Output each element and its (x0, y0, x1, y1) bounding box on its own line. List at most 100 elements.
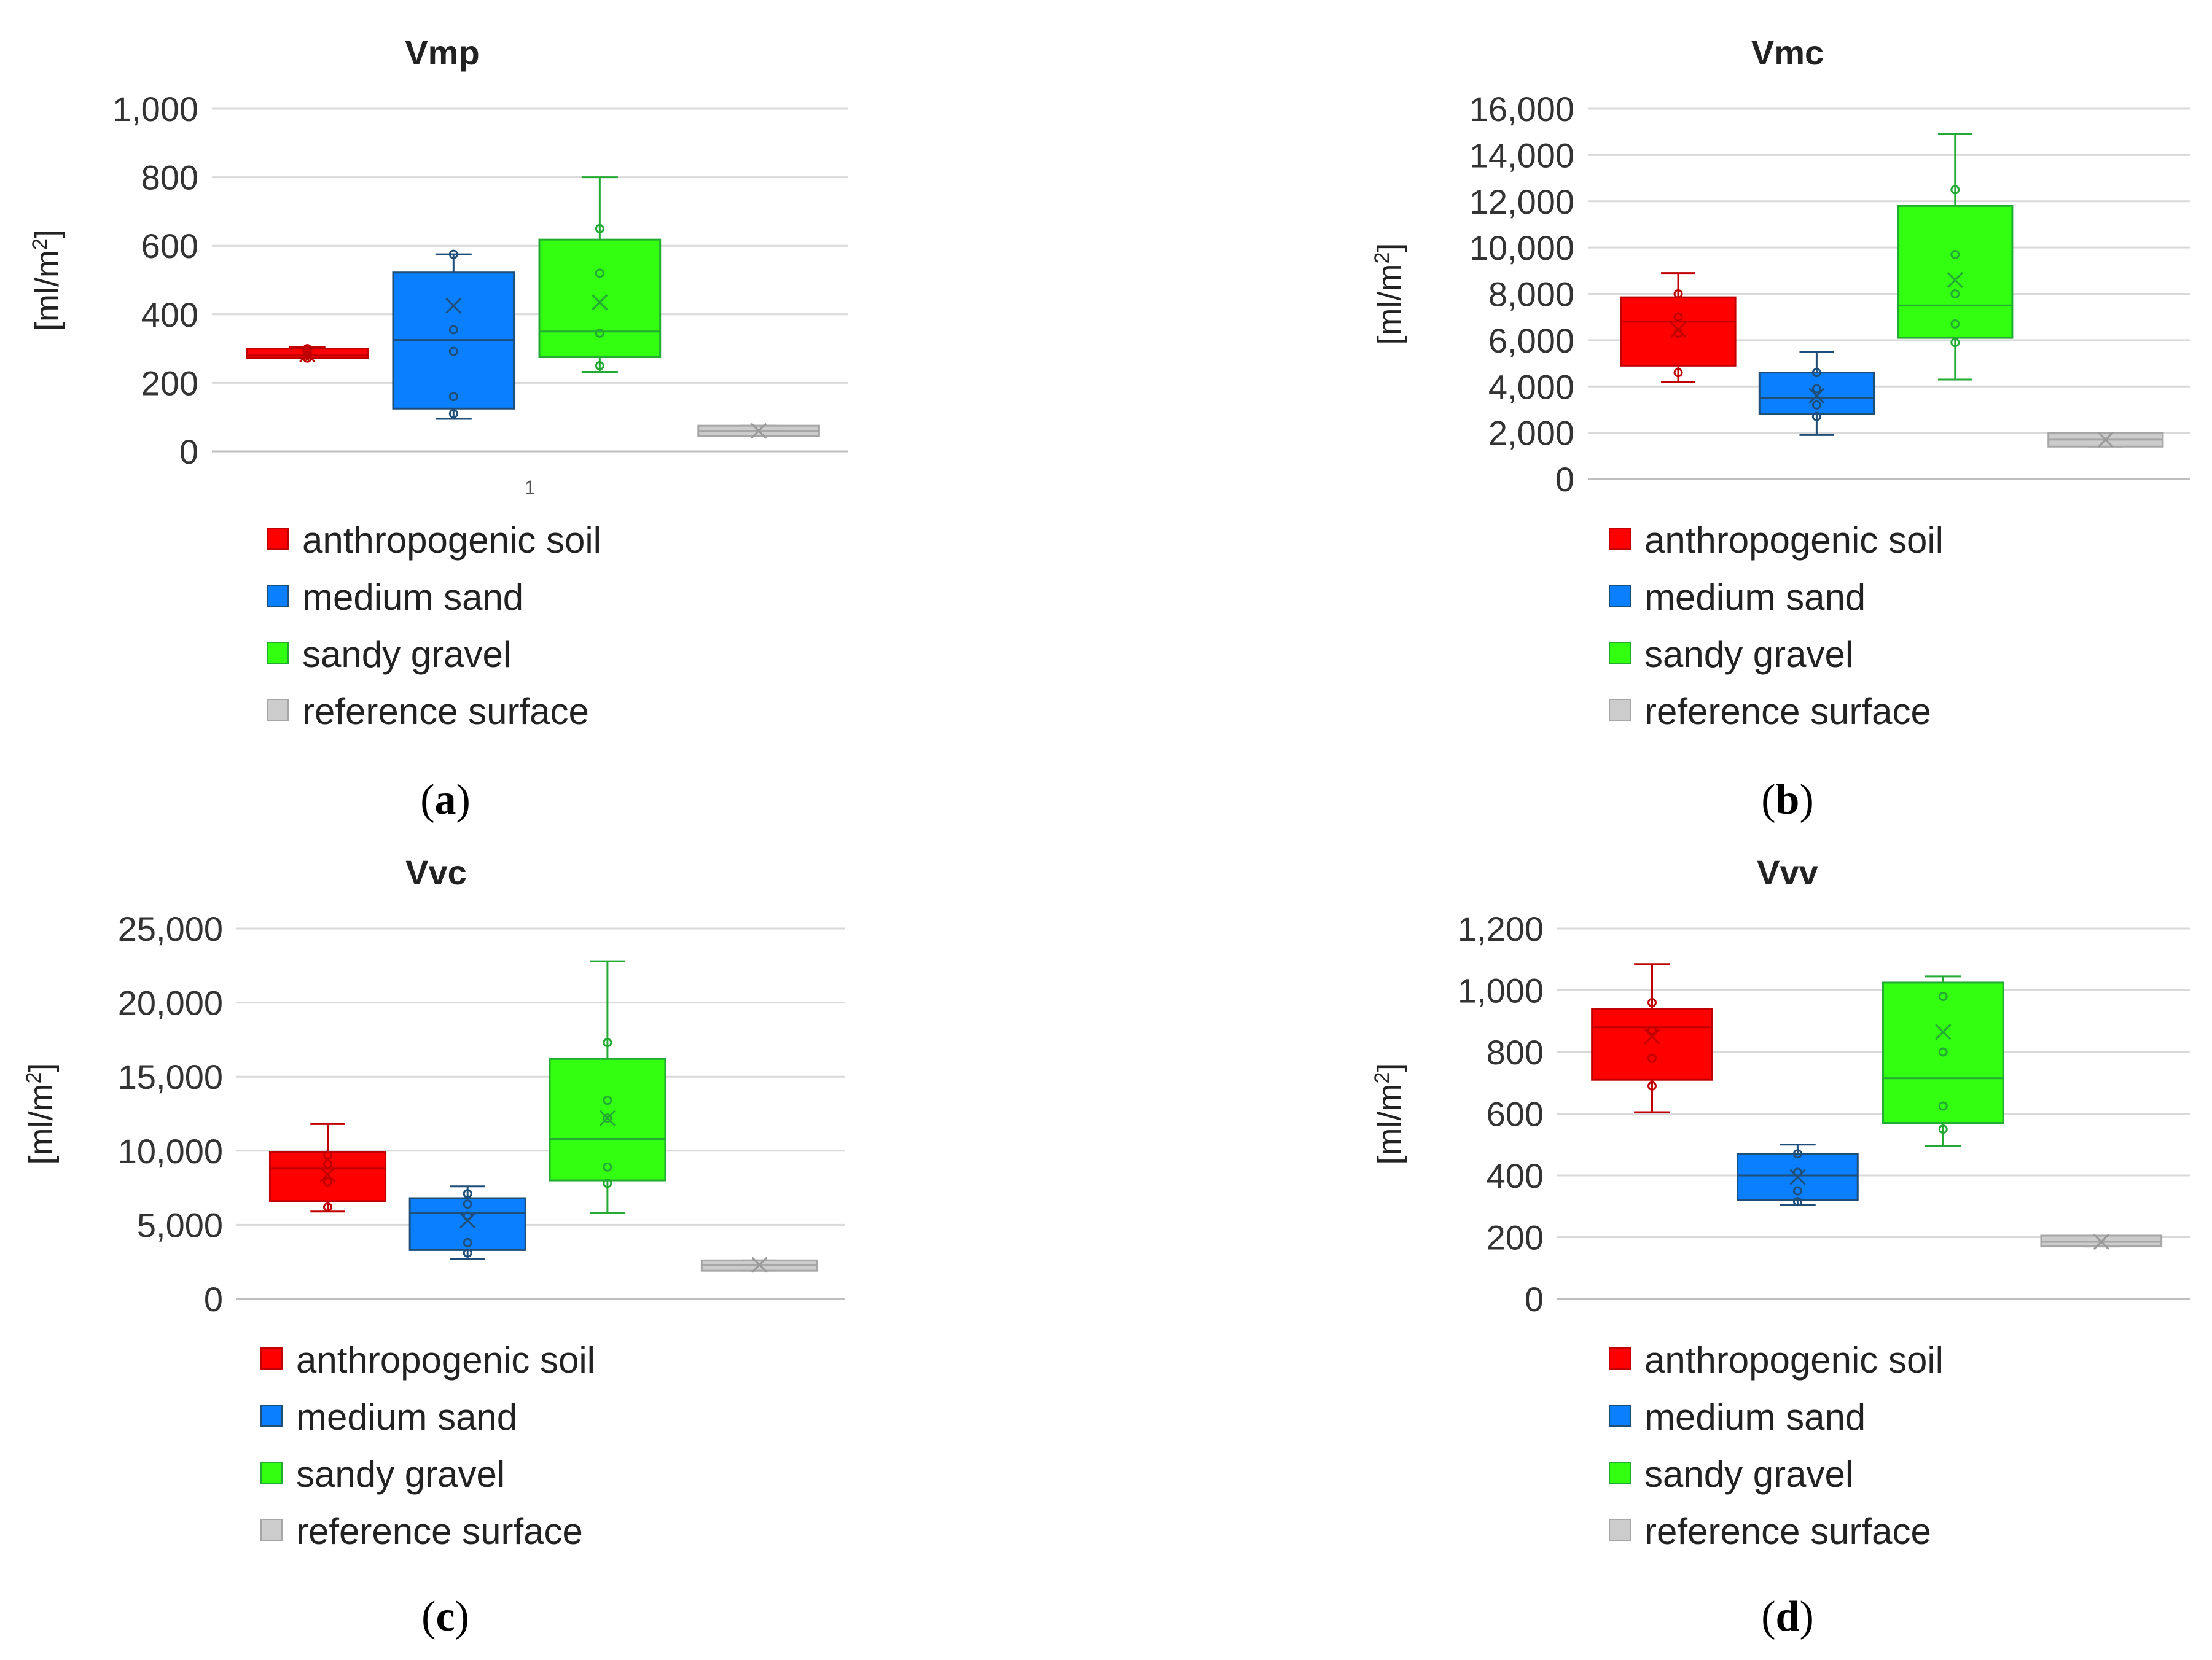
legend-label: reference surface (296, 1511, 583, 1552)
data-point (595, 361, 604, 370)
legend-item: reference surface (1609, 1511, 1931, 1552)
box-reference-surface (2040, 1233, 2163, 1250)
legend-label: sandy gravel (296, 1454, 505, 1495)
mean-marker (751, 1257, 768, 1273)
y-axis-label: [ml/m2] (1370, 1063, 1408, 1165)
data-point (1647, 998, 1657, 1008)
y-tick-label: 6,000 (1488, 321, 1574, 360)
legend-item: medium sand (1609, 577, 1866, 618)
chart-panel-a: Vmp 0 200 400 600 800 1,000 1 [ml/m2] anthropogen… (28, 33, 848, 824)
data-point (595, 328, 604, 338)
data-point (1950, 289, 1960, 298)
mean-marker (1935, 1024, 1952, 1040)
data-point (1811, 368, 1821, 378)
y-tick-label: 600 (1487, 1095, 1544, 1134)
box-sandy-gravel (1897, 133, 2014, 381)
x-category-label: 1 (525, 477, 536, 499)
legend-item: sandy gravel (267, 634, 511, 675)
y-tick-label: 2,000 (1488, 414, 1574, 453)
legend-label: reference surface (1644, 691, 1931, 732)
mean-marker (1644, 1028, 1660, 1045)
box-medium-sand (1737, 1144, 1859, 1207)
box-anthropogenic-soil (246, 344, 369, 363)
legend-label: medium sand (302, 577, 523, 618)
legend-swatch (260, 1519, 283, 1541)
y-tick-label: 10,000 (1469, 228, 1574, 267)
y-tick-label: 14,000 (1469, 136, 1574, 174)
box-reference-surface (2047, 431, 2164, 448)
y-tick-label: 0 (1555, 460, 1574, 499)
legend-label: anthropogenic soil (302, 520, 601, 561)
legend-swatch (267, 642, 289, 664)
box-reference-surface (697, 423, 820, 439)
legend-swatch (260, 1405, 283, 1427)
data-point (463, 1199, 472, 1209)
data-point (603, 1179, 612, 1188)
data-point (463, 1237, 472, 1247)
box-iqr (408, 1197, 526, 1251)
data-point (448, 392, 458, 402)
y-tick-label: 8,000 (1488, 275, 1574, 314)
data-point (323, 1177, 332, 1187)
legend-label: anthropogenic soil (1644, 1339, 1944, 1381)
chart-title: Vvc (405, 853, 467, 892)
legend-label: anthropogenic soil (296, 1339, 595, 1381)
data-point (448, 346, 458, 356)
data-point (1938, 992, 1948, 1002)
mean-marker (1670, 321, 1687, 338)
y-tick-label: 600 (141, 227, 198, 265)
box-iqr (1591, 1008, 1713, 1081)
data-point (603, 1162, 612, 1172)
legend-swatch (1609, 1519, 1631, 1541)
data-point (1938, 1101, 1948, 1111)
y-tick-label: 15,000 (118, 1058, 223, 1096)
data-point (448, 325, 458, 335)
mean-marker (599, 1110, 616, 1126)
data-point (1647, 1081, 1657, 1091)
panel-label: (d) (1761, 1593, 1814, 1640)
data-point (1792, 1197, 1802, 1207)
chart-panel-b: Vmc 0 2,000 4,000 6,000 8,000 10,000 12,000 14,0… (1370, 33, 2190, 824)
y-tick-label: 800 (1487, 1033, 1544, 1072)
data-point (1938, 1047, 1948, 1057)
panel-label: (c) (421, 1593, 469, 1640)
legend-item: medium sand (260, 1397, 517, 1438)
legend-label: sandy gravel (302, 634, 511, 675)
box-anthropogenic-soil (1620, 272, 1737, 383)
data-point (603, 1096, 612, 1105)
data-point (448, 409, 458, 419)
data-point (1950, 338, 1960, 348)
data-point (1950, 319, 1960, 329)
chart-title: Vmc (1751, 33, 1824, 72)
legend-item: anthropogenic soil (260, 1339, 595, 1381)
data-point (1673, 312, 1683, 322)
y-tick-label: 200 (1487, 1218, 1544, 1257)
mean-marker (592, 294, 608, 311)
data-point (1938, 1124, 1948, 1134)
data-point (1811, 400, 1821, 410)
legend-swatch (1609, 1405, 1631, 1427)
panel-label: (a) (420, 776, 471, 824)
box-medium-sand (392, 249, 515, 420)
data-point (448, 249, 458, 259)
legend-item: reference surface (1609, 691, 1931, 732)
legend-label: reference surface (302, 691, 589, 732)
legend-swatch (1609, 1462, 1631, 1484)
legend-label: medium sand (1644, 1397, 1866, 1438)
data-point (1792, 1186, 1802, 1196)
mean-marker (445, 297, 462, 314)
box-iqr (1882, 981, 2004, 1124)
chart-panel-d: Vvv 0 200 400 600 800 1,000 1,200 [ml/m2] anthrop… (1370, 853, 2190, 1640)
data-point (603, 1113, 612, 1123)
legend-label: sandy gravel (1644, 1454, 1853, 1495)
y-tick-label: 25,000 (118, 910, 223, 948)
mean-marker (1808, 388, 1825, 404)
box-iqr (1758, 372, 1875, 415)
legend-item: medium sand (267, 577, 523, 618)
box-sandy-gravel (538, 176, 662, 373)
legend-label: medium sand (1644, 577, 1866, 618)
legend-swatch (267, 528, 289, 550)
legend-item: anthropogenic soil (1609, 1339, 1944, 1381)
legend-swatch (267, 585, 289, 607)
